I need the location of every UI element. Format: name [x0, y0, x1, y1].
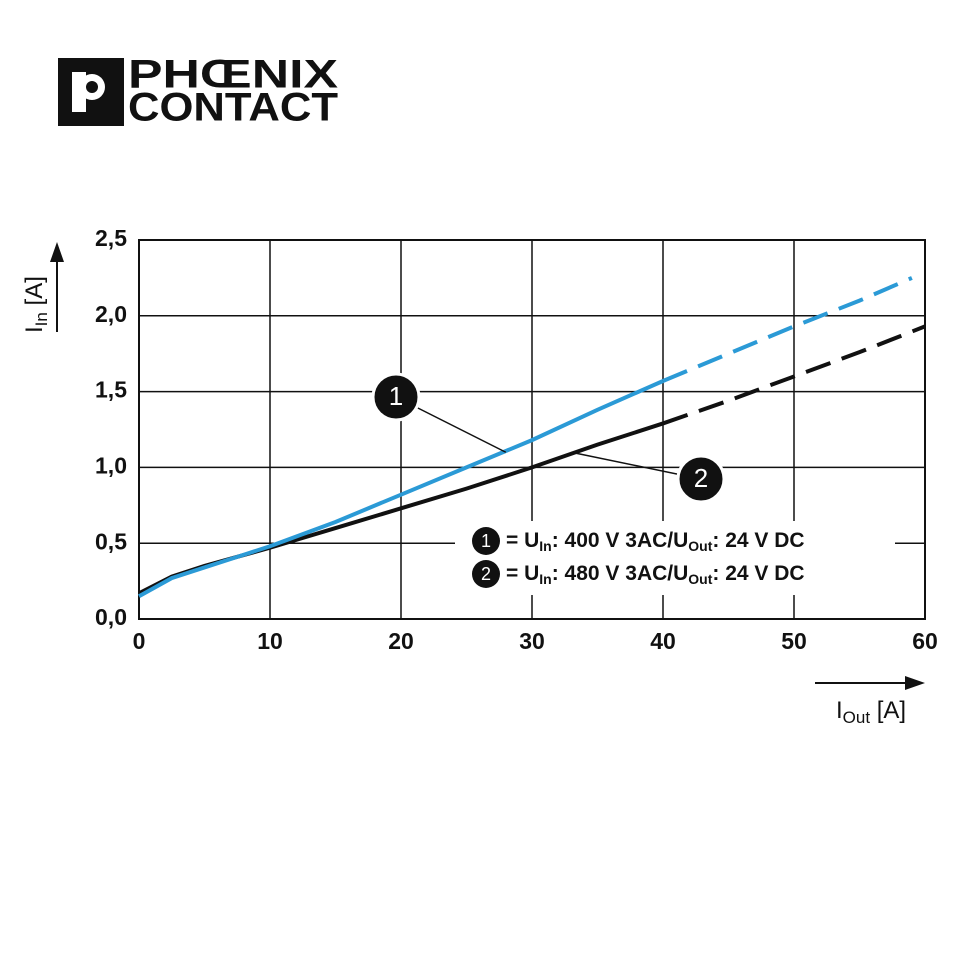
x-tick-label: 10 [257, 628, 283, 654]
legend-label-part: : 400 V 3AC/U [552, 529, 689, 552]
y-axis-arrow [50, 242, 64, 262]
legend-marker-label: 1 [481, 531, 491, 551]
y-tick-label: 1,0 [95, 452, 127, 478]
legend-label: = UIn: 400 V 3AC/UOut: 24 V DC [506, 529, 805, 554]
x-tick-label: 20 [388, 628, 414, 654]
legend-label-part: = U [506, 529, 539, 552]
series-line [662, 324, 926, 426]
x-tick-label: 60 [912, 628, 938, 654]
logo-text: CONTACT [128, 86, 338, 130]
legend-box [455, 521, 895, 595]
plot-frame [138, 239, 926, 620]
x-tick-label: 40 [650, 628, 676, 654]
y-tick-label: 2,0 [95, 301, 127, 327]
legend-label-part: : 480 V 3AC/U [552, 562, 689, 585]
legend-label-part: Out [688, 538, 712, 554]
legend-marker [472, 560, 500, 588]
callout-marker [676, 454, 726, 504]
legend-marker-label: 2 [481, 564, 491, 584]
y-tick-label: 1,5 [95, 377, 127, 403]
x-tick-label: 50 [781, 628, 807, 654]
y-axis-label-part: I [21, 326, 48, 333]
logo-text: PHŒNIX [128, 53, 338, 97]
y-tick-label: 0,5 [95, 528, 127, 554]
logo: PHŒNIX CONTACT [58, 53, 338, 130]
x-axis-label-part: Out [843, 708, 871, 727]
legend-label-part: In [539, 571, 551, 587]
legend-label-part: In [539, 538, 551, 554]
y-axis-label-part: [A] [21, 276, 48, 312]
callout-label: 1 [389, 381, 403, 411]
y-tick-label: 0,0 [95, 604, 127, 630]
x-axis-label-part: I [836, 697, 843, 724]
series-line [662, 276, 913, 383]
y-axis-label: IIn [A] [21, 276, 51, 333]
legend-marker [472, 527, 500, 555]
legend-label-part: = U [506, 562, 539, 585]
legend-label: = UIn: 480 V 3AC/UOut: 24 V DC [506, 562, 805, 587]
x-tick-label: 0 [133, 628, 146, 654]
y-tick-label: 2,5 [95, 225, 127, 251]
x-axis-label-part: [A] [870, 697, 906, 724]
legend-label-part: Out [688, 571, 712, 587]
x-axis-arrow [905, 676, 925, 690]
x-tick-label: 30 [519, 628, 545, 654]
y-axis-label-part: In [32, 312, 51, 326]
logo-mark [86, 81, 98, 93]
legend-label-part: : 24 V DC [712, 529, 804, 552]
callout-label: 2 [694, 463, 708, 493]
callout-marker [371, 372, 421, 422]
x-axis-label: IOut [A] [836, 697, 906, 727]
legend-label-part: : 24 V DC [712, 562, 804, 585]
series-line [138, 379, 664, 599]
